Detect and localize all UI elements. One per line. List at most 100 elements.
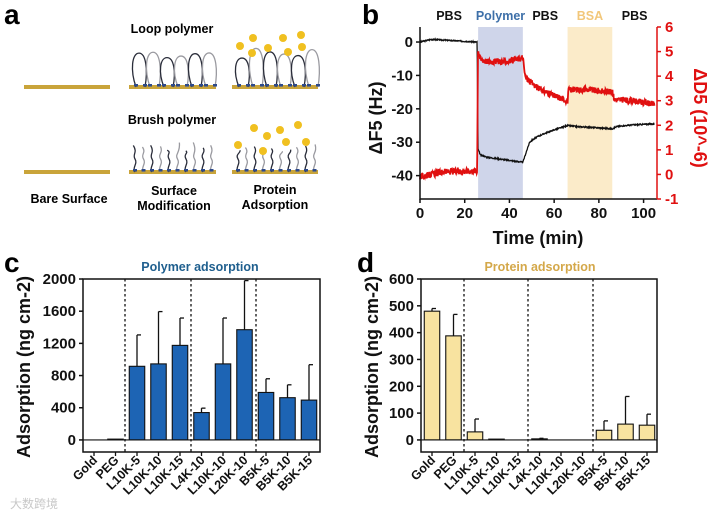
protein-particle — [263, 132, 271, 140]
loop-polymer-chain — [304, 48, 320, 88]
anchor-group — [302, 84, 306, 87]
loop-polymer-chain — [145, 51, 161, 88]
protein-particle — [259, 147, 267, 155]
anchor-group — [253, 169, 257, 172]
y-tick-label: -40 — [391, 168, 413, 185]
x-tick-label: 80 — [591, 205, 608, 222]
anchor-group — [270, 169, 274, 172]
bar — [638, 424, 656, 441]
anchor-group — [288, 84, 292, 87]
brush-polymer-chain — [209, 144, 213, 173]
brush-polymer-chain — [176, 142, 181, 173]
bar — [617, 423, 634, 441]
series-line-frequency — [419, 37, 655, 164]
bar — [466, 431, 484, 441]
y-tick-label: 600 — [389, 271, 414, 288]
anchor-group — [184, 169, 188, 172]
bar — [423, 310, 441, 441]
anchor-group — [246, 84, 250, 87]
anchor-group — [307, 84, 311, 87]
y-tick-label: -10 — [391, 67, 413, 84]
phase-label-pbs: PBS — [436, 9, 462, 23]
anchor-group — [261, 169, 266, 172]
watermark: 大数跨境 — [10, 496, 58, 511]
anchor-group — [190, 84, 194, 87]
qcmd-chart: Time (min) ΔF5 (Hz) ΔD5 (10^-6) PBS Polym… — [366, 9, 710, 248]
x-tick-label: 60 — [546, 205, 563, 222]
y-tick-label: 0 — [406, 432, 414, 449]
brush-polymer-chain — [236, 150, 241, 173]
phase-label-bsa: BSA — [577, 9, 603, 23]
y-tick-label: 400 — [51, 400, 76, 417]
bare-surface-label: Bare Surface — [30, 192, 107, 206]
y-tick-label: 1600 — [43, 303, 76, 320]
x-tick-label: 20 — [456, 205, 473, 222]
y-tick-label: 100 — [389, 405, 414, 422]
brush-polymer-chain — [287, 149, 292, 173]
anchor-group — [312, 169, 317, 172]
bar — [171, 344, 189, 441]
brush-polymer-chain — [166, 149, 171, 173]
anchor-group — [274, 84, 278, 87]
loop-polymer-chain — [234, 57, 250, 88]
loop-polymer-chain — [290, 54, 306, 88]
phase-label-pbs: PBS — [532, 9, 558, 23]
brush-polymer-chain — [279, 150, 284, 173]
protein-particle — [248, 49, 256, 57]
schematic-panel: Loop polymer Brush polymer Bare Surface … — [24, 22, 320, 213]
brush-polymer-chain — [192, 142, 196, 173]
bar — [236, 329, 253, 441]
protein-particle — [276, 126, 284, 134]
y-right-tick-label: 6 — [665, 19, 673, 36]
anchor-group — [251, 84, 255, 87]
x-tick-label: 40 — [501, 205, 518, 222]
bar — [279, 397, 296, 441]
anchor-group — [287, 169, 291, 172]
y-right-tick-label: 5 — [665, 44, 673, 61]
anchor-group — [293, 84, 297, 87]
bar — [193, 412, 210, 441]
brush-polymer-title: Brush polymer — [128, 113, 216, 127]
brush-polymer-chain — [132, 145, 137, 173]
loop-polymer-chain — [201, 52, 217, 88]
protein-particle — [294, 121, 302, 129]
anchor-group — [176, 84, 180, 87]
plot-frame — [82, 278, 321, 453]
brush-polymer-chain — [184, 150, 188, 173]
anchor-group — [265, 84, 269, 87]
bar — [214, 363, 232, 441]
x-tick-label: 0 — [416, 205, 424, 222]
y-right-tick-label: 4 — [665, 68, 674, 85]
protein-particle — [302, 138, 310, 146]
anchor-group — [316, 84, 320, 87]
bar — [445, 335, 462, 441]
anchor-group — [167, 169, 171, 172]
y-right-tick-label: -1 — [665, 191, 678, 208]
anchor-group — [158, 169, 163, 172]
gold-surface — [24, 85, 110, 89]
anchor-group — [162, 84, 166, 87]
anchor-group — [236, 169, 240, 172]
protein-particle — [279, 34, 287, 42]
anchor-group — [171, 84, 175, 87]
plot-frame — [420, 278, 658, 453]
brush-polymer-chain — [244, 147, 248, 173]
gold-surface — [232, 85, 318, 89]
bar — [257, 391, 275, 441]
surface-modification-label-2: Modification — [137, 199, 211, 213]
brush-polymer-chain — [141, 146, 145, 173]
anchor-group — [237, 84, 241, 87]
bar — [595, 429, 613, 441]
y-tick-label: 400 — [389, 325, 414, 342]
chart-title-d: Protein adsorption — [484, 260, 595, 274]
y-tick-label: 0 — [68, 432, 76, 449]
anchor-group — [185, 84, 189, 87]
brush-polymer-chain — [313, 144, 317, 173]
brush-polymer-chain — [159, 146, 162, 173]
anchor-group — [278, 169, 283, 172]
loop-polymer-chain — [159, 56, 175, 88]
gold-surface — [24, 170, 110, 174]
anchor-group — [157, 84, 161, 87]
anchor-group — [133, 169, 137, 172]
